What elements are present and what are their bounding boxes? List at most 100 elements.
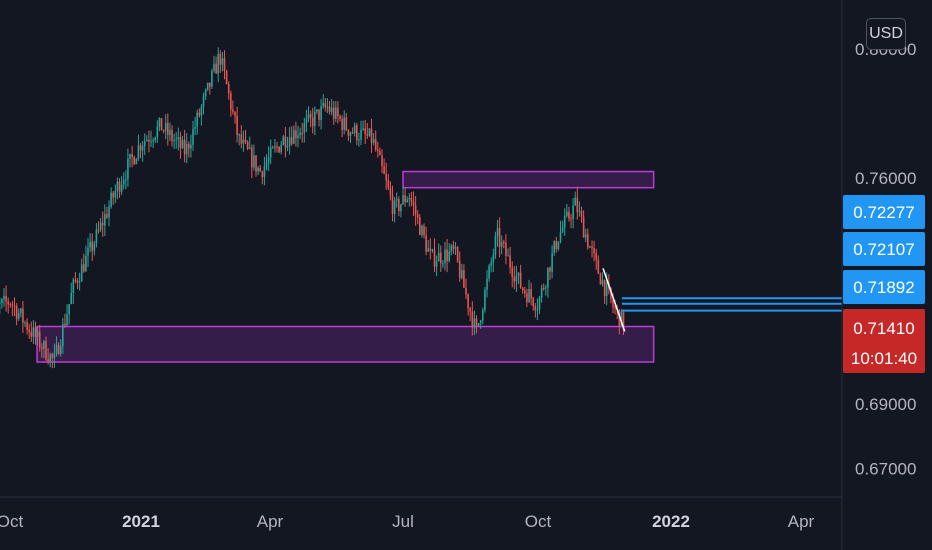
candle-body [494, 236, 497, 255]
candle-body [303, 123, 306, 133]
candle-body [251, 147, 253, 168]
candle-body [395, 199, 398, 201]
candle-body [206, 82, 209, 90]
candle-body [9, 304, 12, 306]
drawings-layer [602, 268, 626, 332]
candle-body [280, 144, 283, 153]
candle-body [358, 139, 360, 141]
candle-body [584, 234, 587, 238]
candle-body [595, 253, 598, 260]
candles-layer [0, 47, 625, 369]
candle-body [316, 109, 318, 112]
candle-body [234, 111, 236, 116]
candle-body [484, 289, 486, 310]
candle-body [425, 235, 427, 252]
candle-body [547, 267, 549, 288]
candle-body [1, 299, 3, 303]
candle-body [131, 154, 133, 158]
candle-body [553, 241, 556, 254]
candle-body [215, 63, 217, 74]
candle-body [24, 322, 26, 324]
last-price-badge: 0.71410 10:01:40 [843, 309, 925, 373]
candle-body [269, 147, 272, 158]
candle-body [301, 132, 304, 134]
candle-body [106, 214, 108, 218]
candle-body [57, 344, 60, 355]
candle-body [78, 281, 81, 283]
candle-body [559, 231, 562, 242]
candle-body [320, 106, 322, 120]
candle-body [364, 128, 367, 134]
candle-body [549, 267, 551, 272]
candle-body [127, 158, 129, 180]
candle-body [482, 309, 484, 321]
candle-body [393, 200, 396, 214]
candle-body [374, 139, 377, 150]
candle-body [339, 116, 341, 120]
candle-body [80, 264, 83, 282]
candle-body [22, 308, 24, 323]
candle-body [429, 248, 432, 251]
candle-body [72, 279, 75, 294]
candle-body [524, 290, 526, 294]
candle-body [248, 147, 251, 149]
support-zone[interactable] [36, 325, 655, 363]
candle-body [568, 211, 570, 219]
candle-body [286, 145, 289, 148]
candle-body [471, 311, 474, 328]
price-badge: 0.71892 [843, 270, 925, 304]
candle-body [542, 287, 545, 289]
candle-body [618, 309, 621, 327]
candle-body [290, 137, 293, 144]
candle-body [452, 245, 455, 249]
candle-body [347, 129, 350, 136]
candle-body [120, 184, 123, 192]
candle-body [43, 341, 45, 349]
candle-body [272, 147, 274, 149]
time-tick-label: Oct [0, 512, 23, 531]
candle-body [496, 228, 499, 237]
candle-body [408, 197, 411, 200]
candle-body [385, 173, 388, 181]
currency-button[interactable]: USD [866, 18, 906, 50]
candle-body [356, 125, 358, 141]
zones-layer [36, 170, 655, 363]
candle-body [582, 216, 585, 238]
price-tick-label: 0.76000 [855, 169, 916, 188]
resistance-zone[interactable] [402, 170, 655, 189]
candle-body [177, 137, 180, 140]
candle-body [507, 255, 509, 257]
candle-body [263, 165, 266, 178]
candle-body [261, 171, 264, 178]
time-tick-label: Jul [392, 512, 414, 531]
candle-body [297, 135, 299, 139]
candle-body [70, 293, 73, 305]
candle-body [110, 192, 112, 207]
candle-body [169, 129, 171, 135]
price-badge-text: 0.71892 [853, 278, 914, 297]
candle-body [181, 139, 184, 149]
candle-body [17, 313, 20, 319]
candle-body [532, 298, 535, 307]
candle-body [299, 132, 301, 136]
candle-body [209, 82, 211, 87]
time-tick-label: 2021 [122, 512, 160, 531]
trend-line[interactable] [602, 268, 626, 332]
time-axis[interactable]: Oct 2021 Apr Jul Oct 2022 Apr [0, 512, 815, 531]
candle-body [490, 262, 493, 266]
candle-body [104, 214, 106, 226]
candle-body [536, 309, 539, 311]
candle-body [32, 327, 35, 337]
candle-body [557, 241, 560, 250]
candle-body [125, 179, 127, 181]
candle-body [171, 129, 173, 141]
candle-body [154, 137, 157, 141]
candle-body [526, 293, 528, 303]
price-badge-text: 0.72107 [853, 240, 914, 259]
candle-body [370, 128, 373, 143]
candle-body [398, 199, 400, 212]
time-tick-label: Oct [525, 512, 552, 531]
candle-body [240, 134, 243, 144]
candle-body [574, 197, 577, 206]
